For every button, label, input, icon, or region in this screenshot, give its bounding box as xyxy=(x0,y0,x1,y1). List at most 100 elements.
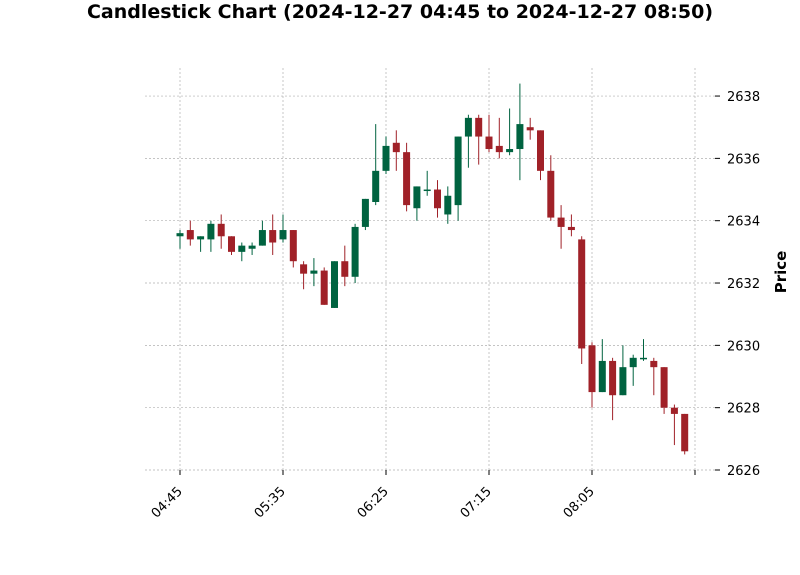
candle-body xyxy=(557,217,565,227)
candle-body xyxy=(660,367,668,408)
candle-body xyxy=(475,117,483,137)
candle-up xyxy=(372,124,380,206)
candle-body xyxy=(310,270,318,274)
candle-down xyxy=(341,245,349,287)
candle-down xyxy=(670,404,678,446)
candle-down xyxy=(269,214,277,255)
candle-body xyxy=(228,236,235,252)
candle-down xyxy=(217,214,225,249)
candle-down xyxy=(475,114,483,165)
candle-body xyxy=(217,223,225,237)
y-tick-label: 2630 xyxy=(727,339,760,354)
candle-body xyxy=(681,413,689,452)
candle-body xyxy=(258,230,266,246)
candle-down xyxy=(567,214,575,237)
candle-up xyxy=(413,186,421,221)
candle-down xyxy=(588,342,596,408)
candle-body xyxy=(403,152,411,206)
candle-down xyxy=(650,357,658,396)
candle-up xyxy=(640,339,647,361)
candle-down xyxy=(681,413,689,455)
candle-down xyxy=(526,117,534,140)
candle-up xyxy=(382,136,390,174)
y-tick-label: 2638 xyxy=(727,90,760,105)
candle-body xyxy=(351,226,359,277)
candle-body xyxy=(300,264,308,274)
x-tick-label: 08:05 xyxy=(561,484,598,521)
candle-body xyxy=(289,230,297,262)
candle-body xyxy=(269,230,277,243)
candle-body xyxy=(176,233,184,237)
candle-down xyxy=(434,180,441,218)
candle-down xyxy=(320,267,328,305)
candle-up xyxy=(310,258,318,287)
candle-body xyxy=(485,136,493,150)
candle-down xyxy=(578,236,586,365)
candle-up xyxy=(176,230,184,249)
candle-up xyxy=(248,242,256,255)
candle-body xyxy=(578,239,586,349)
candle-body xyxy=(526,127,534,131)
candle-down xyxy=(537,130,544,181)
y-tick-label: 2632 xyxy=(727,277,760,292)
y-tick-label: 2634 xyxy=(727,215,760,230)
candle-body xyxy=(207,223,215,240)
candle-body xyxy=(361,198,369,227)
candle-down xyxy=(660,367,668,414)
candle-down xyxy=(228,236,235,255)
candle-body xyxy=(444,195,452,215)
y-tick-label: 2626 xyxy=(727,464,760,479)
candle-down xyxy=(289,230,297,268)
candle-body xyxy=(392,142,400,153)
candle-body xyxy=(629,357,637,368)
chart-title: Candlestick Chart (2024-12-27 04:45 to 2… xyxy=(87,1,713,23)
candle-body xyxy=(598,360,606,393)
candle-body xyxy=(197,236,205,240)
candle-up xyxy=(444,186,452,224)
candle-up xyxy=(423,170,431,196)
candle-body xyxy=(609,360,617,396)
candle-body xyxy=(423,189,431,192)
candle-body xyxy=(413,186,421,209)
candle-body xyxy=(331,261,338,308)
candle-down xyxy=(300,261,308,290)
candle-up xyxy=(351,223,359,284)
candle-down xyxy=(547,155,555,221)
x-tick-label: 04:45 xyxy=(149,484,186,521)
candle-body xyxy=(238,245,246,252)
candle-up xyxy=(464,114,472,168)
candle-body xyxy=(640,357,647,360)
y-tick-label: 2628 xyxy=(727,402,760,417)
candle-body xyxy=(382,145,390,171)
candle-up xyxy=(598,339,606,393)
candle-body xyxy=(547,170,555,218)
candle-body xyxy=(495,145,503,153)
candle-body xyxy=(588,345,596,393)
candle-down xyxy=(485,114,493,153)
x-axis: 04:45 05:35 06:25 07:15 08:05 xyxy=(149,470,696,521)
candle-body xyxy=(372,170,380,202)
candle-body xyxy=(320,270,328,305)
candle-up xyxy=(279,214,287,243)
candle-up xyxy=(506,108,514,156)
grid-layer xyxy=(145,68,715,471)
candle-body xyxy=(464,117,472,137)
candle-body xyxy=(619,367,627,396)
candle-down xyxy=(392,130,400,171)
candle-down xyxy=(495,117,503,159)
candle-up xyxy=(619,345,627,396)
y-tick-label: 2636 xyxy=(727,152,760,167)
x-tick-label: 05:35 xyxy=(252,484,289,521)
y-axis-label: Price xyxy=(772,251,790,294)
candle-body xyxy=(454,136,462,206)
candle-up xyxy=(331,261,338,308)
candle-body xyxy=(279,230,287,240)
candle-body xyxy=(650,360,658,368)
x-tick-label: 06:25 xyxy=(355,484,392,521)
candle-body xyxy=(516,124,524,150)
y-axis: 2626 2628 2630 2632 2634 2636 2638 xyxy=(715,90,760,479)
candle-body xyxy=(506,149,514,153)
candle-down xyxy=(403,142,411,212)
candle-up xyxy=(516,83,524,181)
